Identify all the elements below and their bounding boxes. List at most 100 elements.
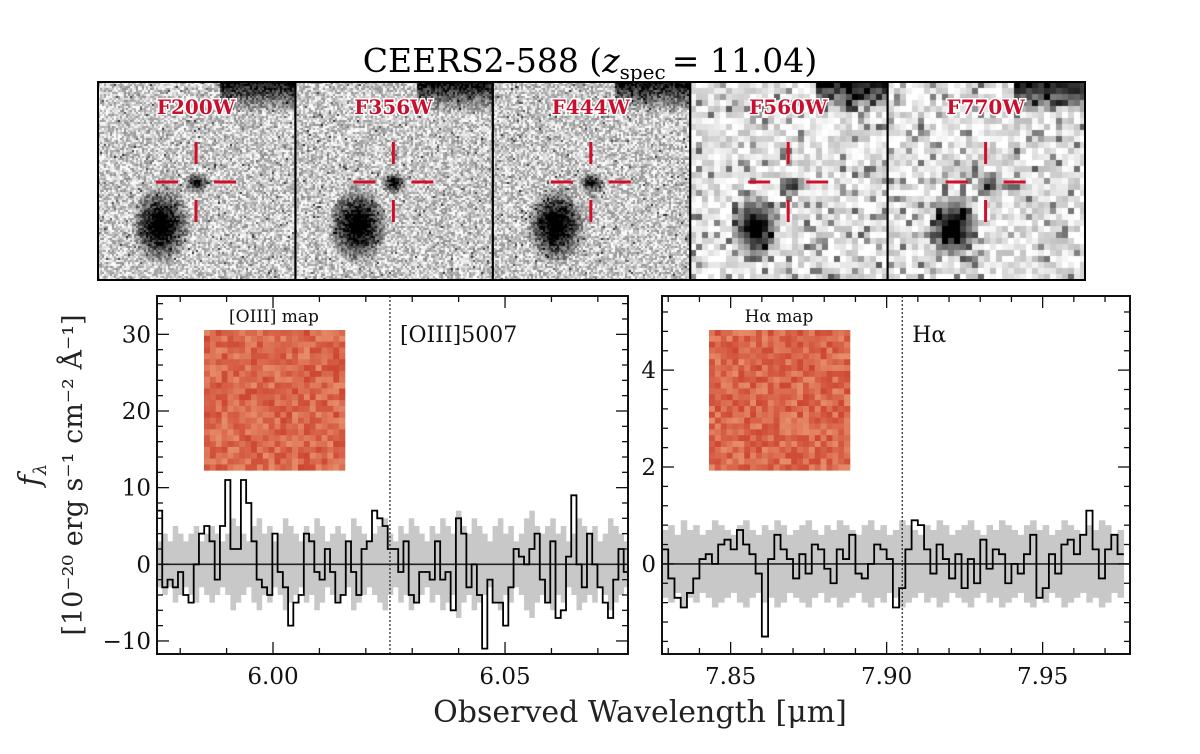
- inset-map-pixel: [750, 353, 757, 360]
- inset-map-pixel: [726, 464, 733, 471]
- inset-map-pixel: [797, 400, 804, 407]
- inset-map-pixel: [791, 429, 798, 436]
- inset-map-pixel: [779, 452, 786, 459]
- inset-map-pixel: [779, 359, 786, 366]
- inset-map-pixel: [204, 441, 211, 448]
- inset-map-pixel: [714, 335, 722, 343]
- inset-map-pixel: [274, 341, 281, 348]
- inset-map-pixel: [761, 394, 769, 401]
- inset-map-pixel: [791, 441, 798, 448]
- inset-map-pixel: [239, 370, 246, 378]
- inset-map-pixel: [844, 458, 851, 465]
- inset-map-pixel: [779, 446, 786, 454]
- inset-map-pixel: [820, 452, 827, 459]
- axes-frame: [156, 295, 629, 655]
- inset-map-pixel: [274, 458, 281, 465]
- inset-map-pixel: [832, 330, 839, 337]
- inset-map-pixel: [339, 330, 346, 337]
- inset-map-pixel: [233, 464, 240, 471]
- inset-map-pixel: [714, 347, 722, 354]
- inset-map-pixel: [732, 452, 739, 459]
- inset-map-pixel: [233, 382, 240, 389]
- inset-map-pixel: [256, 429, 264, 436]
- inset-map-pixel: [797, 330, 804, 337]
- inset-map-pixel: [233, 330, 240, 337]
- inset-map-pixel: [245, 429, 252, 436]
- inset-map-pixel: [298, 441, 305, 448]
- inset-map: [709, 330, 851, 471]
- inset-map-pixel: [838, 441, 845, 448]
- inset-map-pixel: [779, 370, 786, 378]
- inset-map-pixel: [744, 435, 751, 442]
- inset-map-pixel: [726, 405, 733, 413]
- inset-map-pixel: [298, 376, 305, 383]
- inset-map-pixel: [321, 441, 328, 448]
- inset-map-pixel: [791, 405, 798, 413]
- inset-map-pixel: [720, 452, 727, 459]
- stamp-image-f770w: [887, 82, 1085, 280]
- inset-map-pixel: [803, 417, 810, 424]
- inset-map-pixel: [280, 435, 287, 442]
- inset-map-pixel: [339, 429, 346, 436]
- inset-map-pixel: [315, 446, 322, 454]
- inset-map-pixel: [844, 446, 851, 454]
- inset-map-pixel: [761, 435, 769, 442]
- inset-map-pixel: [826, 423, 833, 430]
- inset-map-pixel: [339, 435, 346, 442]
- inset-map-pixel: [221, 458, 228, 465]
- inset-map-pixel: [239, 353, 246, 360]
- inset-map-pixel: [832, 341, 839, 348]
- inset-map-pixel: [256, 417, 264, 424]
- inset-map-pixel: [714, 353, 722, 360]
- inset-map-pixel: [785, 441, 792, 448]
- inset-map-pixel: [726, 347, 733, 354]
- inset-map-pixel: [738, 446, 745, 454]
- inset-map-pixel: [814, 458, 821, 465]
- inset-map-pixel: [286, 452, 293, 459]
- inset-map-pixel: [832, 359, 839, 366]
- inset-map-pixel: [215, 405, 222, 413]
- inset-map-pixel: [826, 388, 833, 395]
- inset-map-pixel: [274, 335, 281, 343]
- inset-map-pixel: [767, 365, 774, 372]
- inset-map-pixel: [221, 435, 228, 442]
- inset-map-pixel: [820, 441, 827, 448]
- inset-map-pixel: [204, 435, 211, 442]
- inset-map-pixel: [773, 423, 780, 430]
- inset-map-pixel: [797, 359, 804, 366]
- inset-map-pixel: [732, 446, 739, 454]
- inset-map-pixel: [744, 423, 751, 430]
- inset-map-pixel: [750, 376, 757, 383]
- inset-map-pixel: [321, 335, 328, 343]
- inset-map-pixel: [233, 341, 240, 348]
- inset-map-pixel: [761, 446, 769, 454]
- inset-map-pixel: [227, 359, 234, 366]
- inset-map-pixel: [327, 341, 334, 348]
- inset-map-pixel: [309, 458, 316, 465]
- inset-map-pixel: [820, 446, 827, 454]
- inset-map-pixel: [286, 429, 293, 436]
- inset-map-pixel: [321, 382, 328, 389]
- inset-map-pixel: [274, 382, 281, 389]
- inset-map-pixel: [239, 394, 246, 401]
- inset-map-pixel: [738, 394, 745, 401]
- inset-map-pixel: [245, 353, 252, 360]
- inset-map-pixel: [773, 365, 780, 372]
- y-tick-label: 2: [641, 455, 656, 481]
- inset-map-pixel: [791, 458, 798, 465]
- inset-map-pixel: [298, 370, 305, 378]
- inset-map-pixel: [738, 464, 745, 471]
- inset-map-pixel: [732, 388, 739, 395]
- inset-map-pixel: [309, 341, 316, 348]
- inset-map-pixel: [292, 330, 299, 337]
- emission-line-label: Hα: [912, 323, 946, 348]
- inset-map-pixel: [209, 382, 217, 389]
- inset-map-pixel: [744, 388, 751, 395]
- inset-map-pixel: [832, 400, 839, 407]
- inset-map-pixel: [714, 423, 722, 430]
- inset-map-pixel: [803, 452, 810, 459]
- inset-map-pixel: [791, 376, 798, 383]
- inset-map-pixel: [303, 464, 311, 471]
- inset-map-pixel: [280, 446, 287, 454]
- inset-map-pixel: [756, 400, 763, 407]
